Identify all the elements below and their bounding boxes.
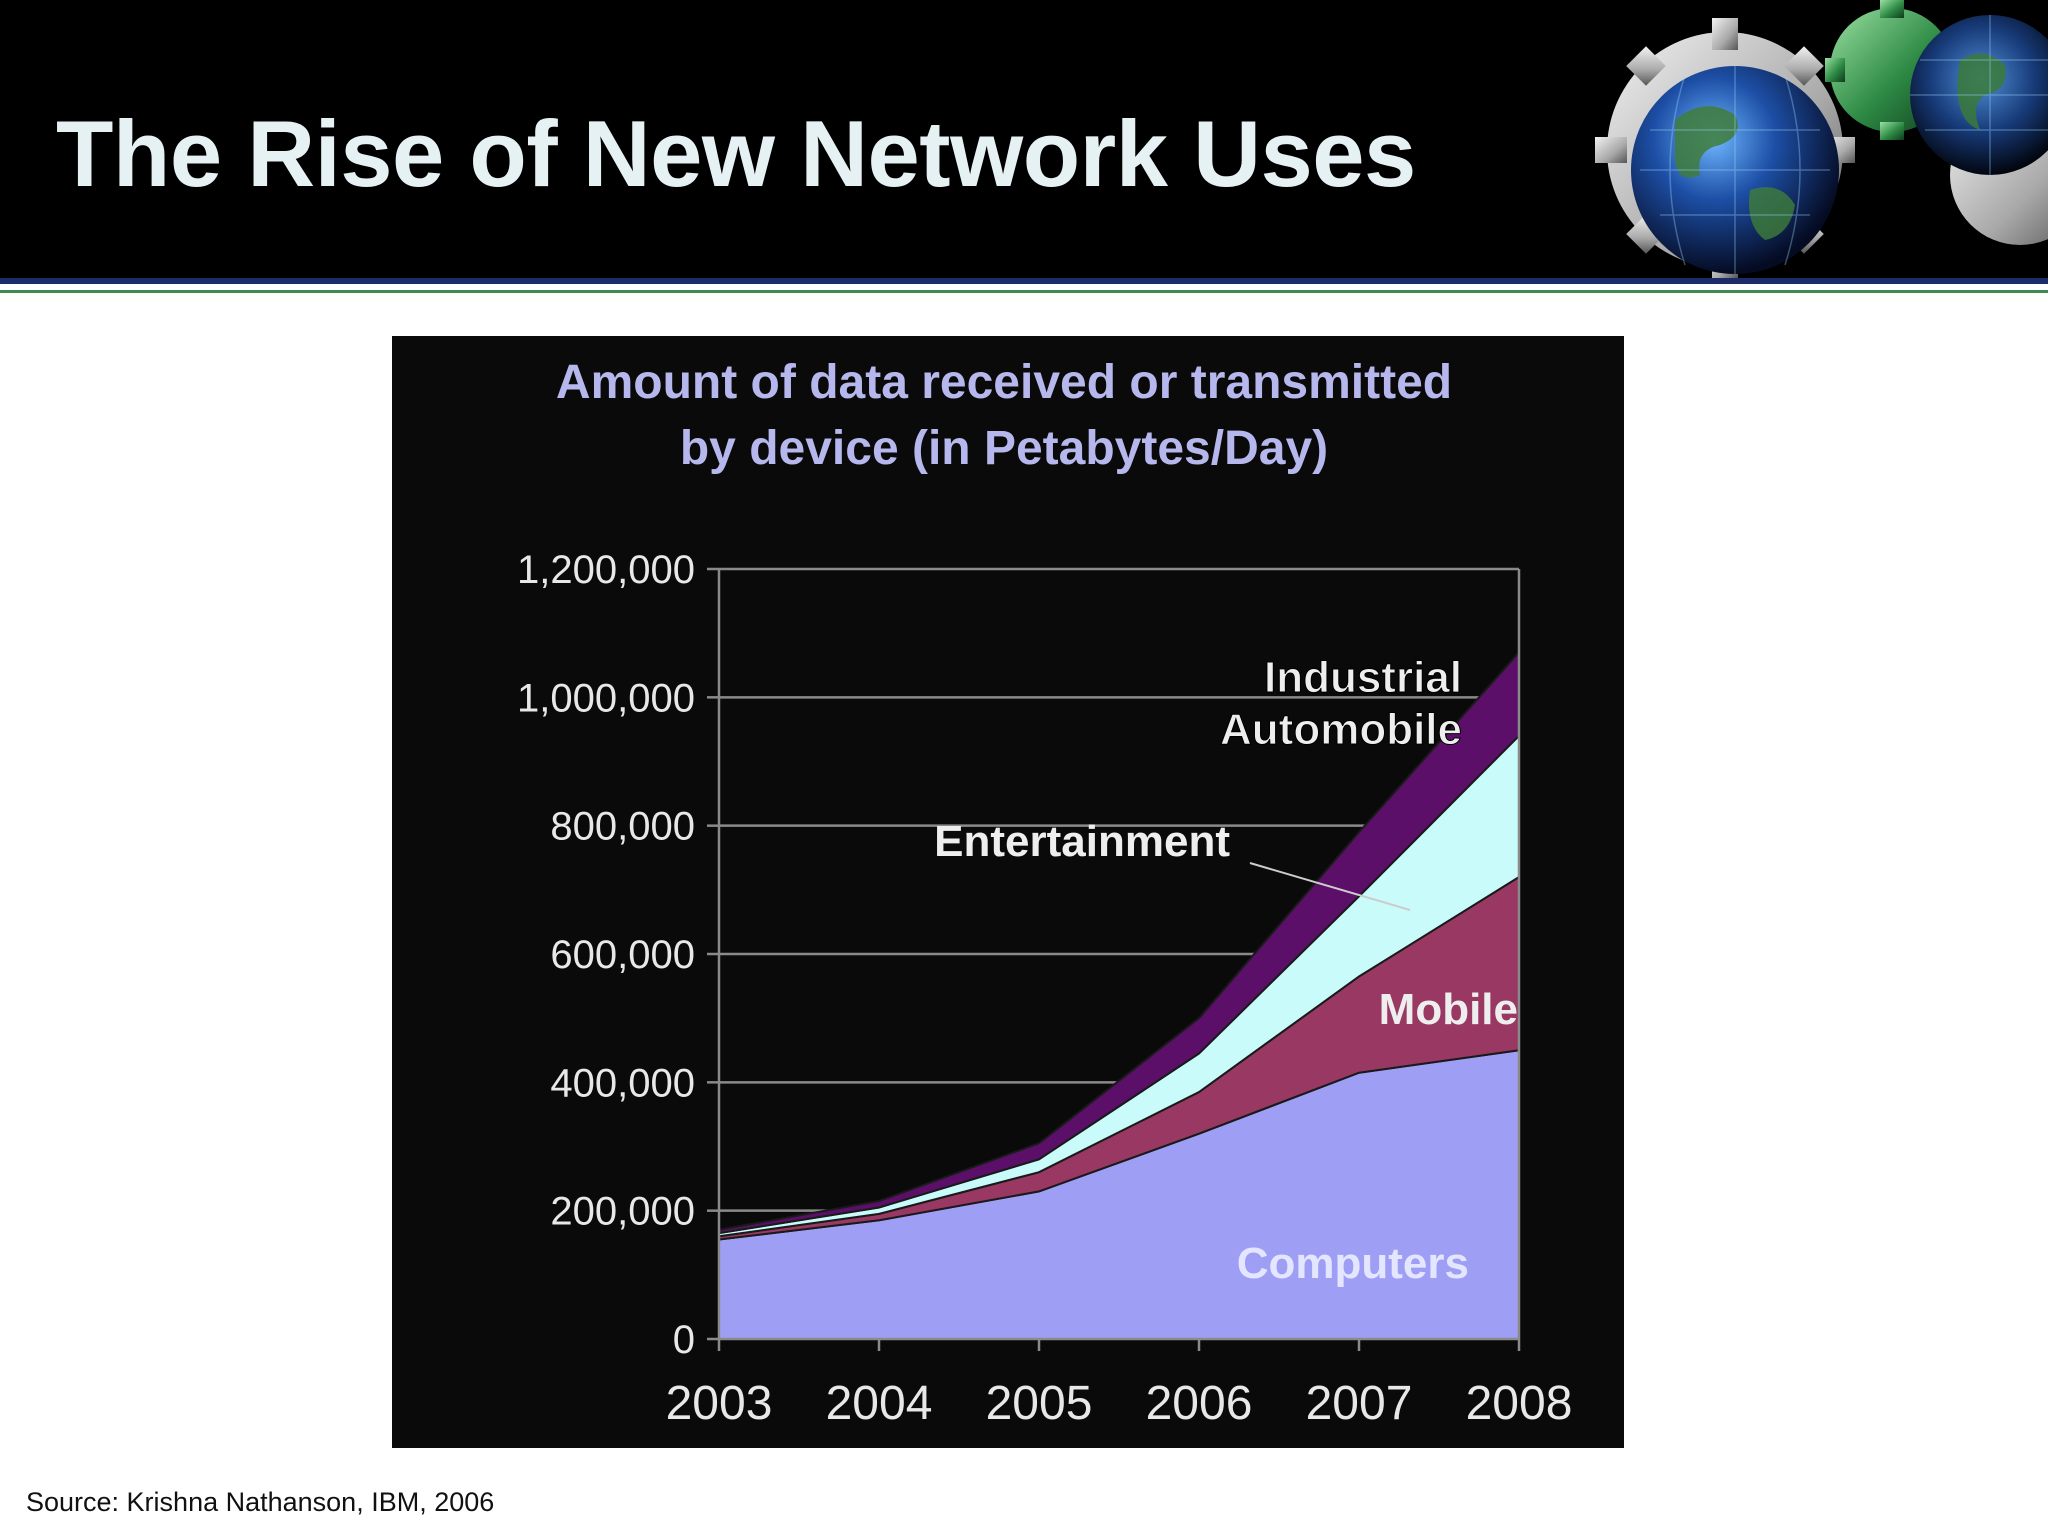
chart-title-line-1: Amount of data received or transmitted bbox=[556, 356, 1452, 409]
y-tick-label: 200,000 bbox=[550, 1190, 695, 1234]
series-label-computers: Computers bbox=[1237, 1239, 1469, 1288]
source-citation: Source: Krishna Nathanson, IBM, 2006 bbox=[26, 1487, 495, 1517]
second-globe-icon bbox=[1910, 15, 2048, 175]
x-tick-label: 2005 bbox=[986, 1377, 1093, 1430]
x-tick-label: 2004 bbox=[826, 1377, 933, 1430]
x-tick-label: 2006 bbox=[1146, 1377, 1253, 1430]
series-label-mobile: Mobile bbox=[1379, 985, 1518, 1034]
header-rule-blue bbox=[0, 278, 2048, 284]
y-tick-label: 800,000 bbox=[550, 805, 695, 849]
globe-icon bbox=[1631, 66, 1839, 274]
series-label-entertainment: Entertainment bbox=[934, 817, 1230, 866]
entertainment-leader-line bbox=[1249, 862, 1411, 911]
header-rule-green bbox=[0, 290, 2048, 293]
y-tick-label: 600,000 bbox=[550, 933, 695, 977]
stacked-area-chart: 0 200,000 400,000 600,000 800,000 1,000,000 1,… bbox=[517, 356, 1572, 1430]
x-tick-label: 2008 bbox=[1466, 1377, 1573, 1430]
x-tick-label: 2003 bbox=[666, 1377, 773, 1430]
y-tick-label: 1,200,000 bbox=[517, 548, 695, 592]
y-tick-label: 0 bbox=[673, 1318, 695, 1362]
x-tick-label: 2007 bbox=[1306, 1377, 1413, 1430]
y-tick-label: 1,000,000 bbox=[517, 676, 695, 720]
chart-title-line-2: by device (in Petabytes/Day) bbox=[680, 422, 1328, 475]
slide-title: The Rise of New Network Uses bbox=[56, 101, 1416, 206]
series-label-industrial: Industrial bbox=[1264, 653, 1462, 702]
chart-panel: 0 200,000 400,000 600,000 800,000 1,000,000 1,… bbox=[392, 336, 1624, 1448]
header-band: The Rise of New Network Uses bbox=[0, 0, 2048, 278]
y-tick-label: 400,000 bbox=[550, 1061, 695, 1105]
gears-globe-illustration bbox=[1595, 0, 2048, 278]
axes: 0 200,000 400,000 600,000 800,000 1,000,000 1,… bbox=[517, 548, 1572, 1430]
series-label-automobile: Automobile bbox=[1220, 705, 1462, 754]
chart-labels: Amount of data received or transmitted b… bbox=[556, 356, 1518, 1288]
